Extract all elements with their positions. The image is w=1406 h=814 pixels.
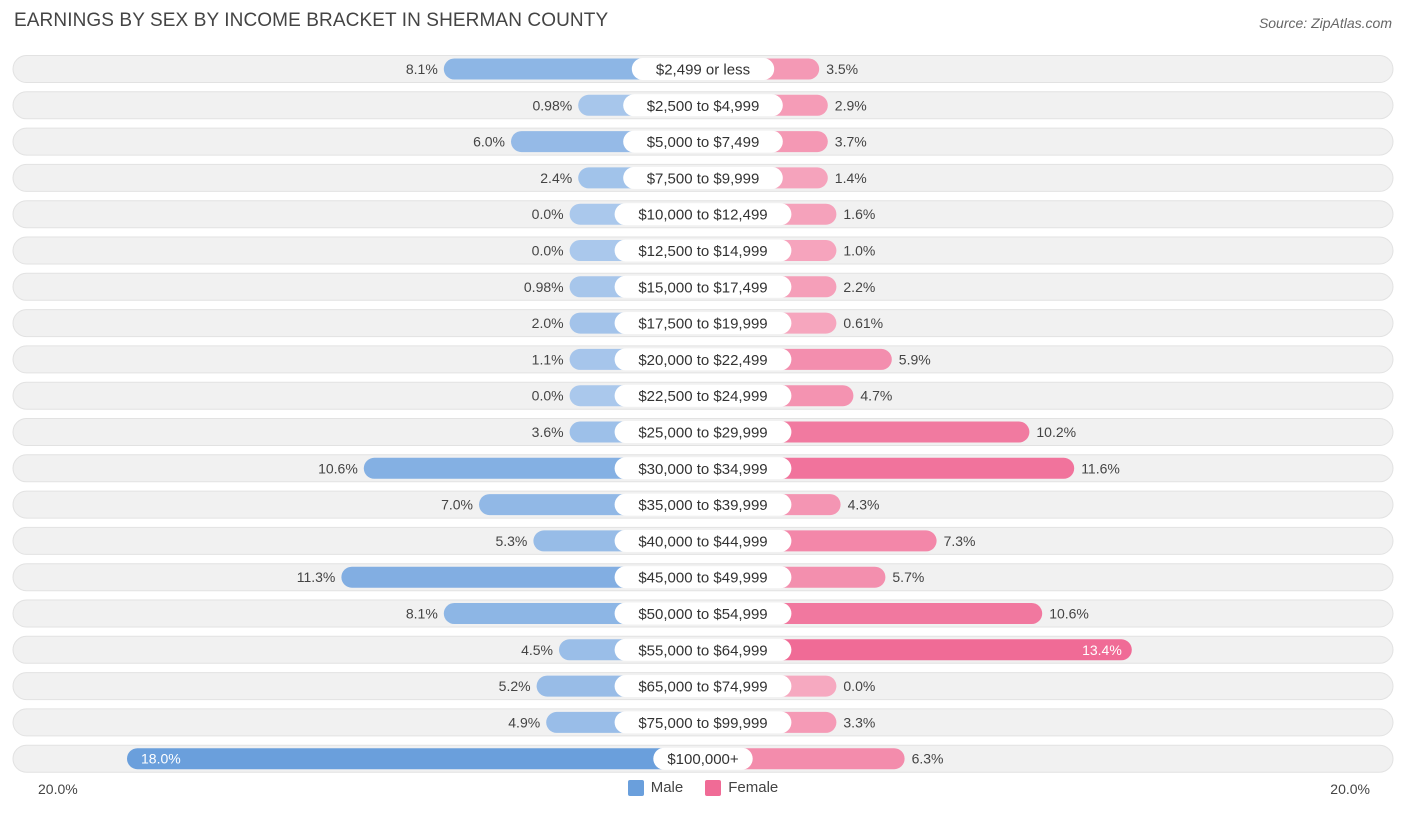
category-label-bg xyxy=(631,58,775,80)
legend-label-male: Male xyxy=(650,779,684,796)
legend-swatch-female xyxy=(705,779,722,796)
value-label-male: 3.6% xyxy=(532,424,564,440)
value-label-female: 13.4% xyxy=(1082,642,1122,658)
category-label: $20,000 to $22,499 xyxy=(638,352,767,369)
value-label-female: 3.7% xyxy=(835,134,867,150)
value-label-female: 0.61% xyxy=(843,315,883,331)
value-label-male: 5.3% xyxy=(495,533,527,549)
category-label: $40,000 to $44,999 xyxy=(638,533,767,550)
category-label-bg xyxy=(614,312,792,335)
value-label-female: 2.2% xyxy=(843,279,875,295)
category-label-bg xyxy=(614,493,792,516)
legend-label-female: Female xyxy=(728,779,779,796)
legend-item-male: Male xyxy=(627,779,684,796)
category-label-bg xyxy=(623,130,783,153)
value-label-male: 8.1% xyxy=(406,61,438,77)
value-label-female: 5.9% xyxy=(899,351,931,367)
bar-male xyxy=(127,748,703,770)
category-label-bg xyxy=(614,711,792,734)
category-label: $7,500 to $9,999 xyxy=(647,170,760,187)
value-label-male: 6.0% xyxy=(473,134,505,150)
category-label-bg xyxy=(614,602,792,625)
category-label: $65,000 to $74,999 xyxy=(638,679,767,696)
value-label-male: 8.1% xyxy=(406,606,438,622)
category-label-bg xyxy=(614,421,792,443)
category-label: $22,500 to $24,999 xyxy=(638,388,767,405)
category-label-bg xyxy=(614,384,792,407)
value-label-male: 10.6% xyxy=(318,460,358,476)
value-label-female: 10.2% xyxy=(1036,424,1076,440)
category-label: $25,000 to $29,999 xyxy=(638,425,767,442)
category-label-bg xyxy=(614,529,792,552)
category-label: $5,000 to $7,499 xyxy=(647,134,760,151)
value-label-male: 4.5% xyxy=(521,642,553,658)
value-label-male: 0.0% xyxy=(532,206,564,222)
value-label-male: 0.0% xyxy=(532,388,564,404)
value-label-male: 11.3% xyxy=(297,569,336,585)
value-label-female: 1.4% xyxy=(835,170,867,186)
category-label-bg xyxy=(653,747,753,770)
axis-max-label: 20.0% xyxy=(1330,781,1370,797)
category-label: $12,500 to $14,999 xyxy=(638,243,767,260)
value-label-male: 2.0% xyxy=(532,315,564,331)
category-label-bg xyxy=(623,94,783,117)
value-label-male: 0.0% xyxy=(532,243,564,259)
bar-male xyxy=(341,566,703,588)
category-label-bg xyxy=(614,638,792,661)
bar-female xyxy=(703,748,905,770)
bar-female xyxy=(703,457,1075,479)
category-label: $30,000 to $34,999 xyxy=(638,461,767,478)
value-label-female: 5.7% xyxy=(892,569,924,585)
value-label-male: 2.4% xyxy=(540,170,572,186)
value-label-female: 4.7% xyxy=(860,388,892,404)
value-label-female: 4.3% xyxy=(848,497,880,513)
source-label: Source: ZipAtlas.com xyxy=(1258,15,1392,31)
legend-swatch-male xyxy=(627,779,644,796)
legend-item-female: Female xyxy=(705,779,778,796)
category-label-bg xyxy=(614,566,792,589)
bar-female xyxy=(703,639,1132,661)
category-label-bg xyxy=(614,457,792,480)
category-label: $35,000 to $39,999 xyxy=(638,497,767,514)
value-label-male: 4.9% xyxy=(508,714,540,730)
category-label: $55,000 to $64,999 xyxy=(638,642,767,659)
value-label-male: 5.2% xyxy=(499,678,531,694)
category-label-bg xyxy=(614,239,792,262)
category-label: $100,000+ xyxy=(667,751,739,768)
chart-title: EARNINGS BY SEX BY INCOME BRACKET IN SHE… xyxy=(14,10,609,31)
legend: Male Female xyxy=(0,779,1406,796)
value-label-female: 1.6% xyxy=(843,206,875,222)
value-label-female: 6.3% xyxy=(912,751,944,767)
value-label-female: 0.0% xyxy=(843,678,875,694)
category-label: $2,500 to $4,999 xyxy=(647,98,760,115)
category-label: $15,000 to $17,499 xyxy=(638,279,767,296)
value-label-male: 0.98% xyxy=(532,97,572,113)
axis-min-label: 20.0% xyxy=(38,781,78,797)
category-label-bg xyxy=(614,675,792,698)
category-label-bg xyxy=(614,275,792,298)
value-label-female: 10.6% xyxy=(1049,606,1089,622)
value-label-female: 7.3% xyxy=(944,533,976,549)
value-label-female: 3.3% xyxy=(843,714,875,730)
category-label: $10,000 to $12,499 xyxy=(638,207,767,224)
category-label: $17,500 to $19,999 xyxy=(638,316,767,333)
category-label-bg xyxy=(614,203,792,226)
category-label: $75,000 to $99,999 xyxy=(638,715,767,732)
value-label-female: 3.5% xyxy=(826,61,858,77)
value-label-male: 0.98% xyxy=(524,279,564,295)
value-label-male: 1.1% xyxy=(532,351,564,367)
category-label: $2,499 or less xyxy=(656,62,750,79)
value-label-female: 1.0% xyxy=(843,243,875,259)
value-label-male: 18.0% xyxy=(141,751,181,767)
value-label-male: 7.0% xyxy=(441,497,473,513)
category-label: $45,000 to $49,999 xyxy=(638,570,767,587)
category-label: $50,000 to $54,999 xyxy=(638,606,767,623)
value-label-female: 11.6% xyxy=(1081,460,1120,476)
category-label-bg xyxy=(623,166,783,189)
value-label-female: 2.9% xyxy=(835,97,867,113)
category-label-bg xyxy=(614,348,792,371)
